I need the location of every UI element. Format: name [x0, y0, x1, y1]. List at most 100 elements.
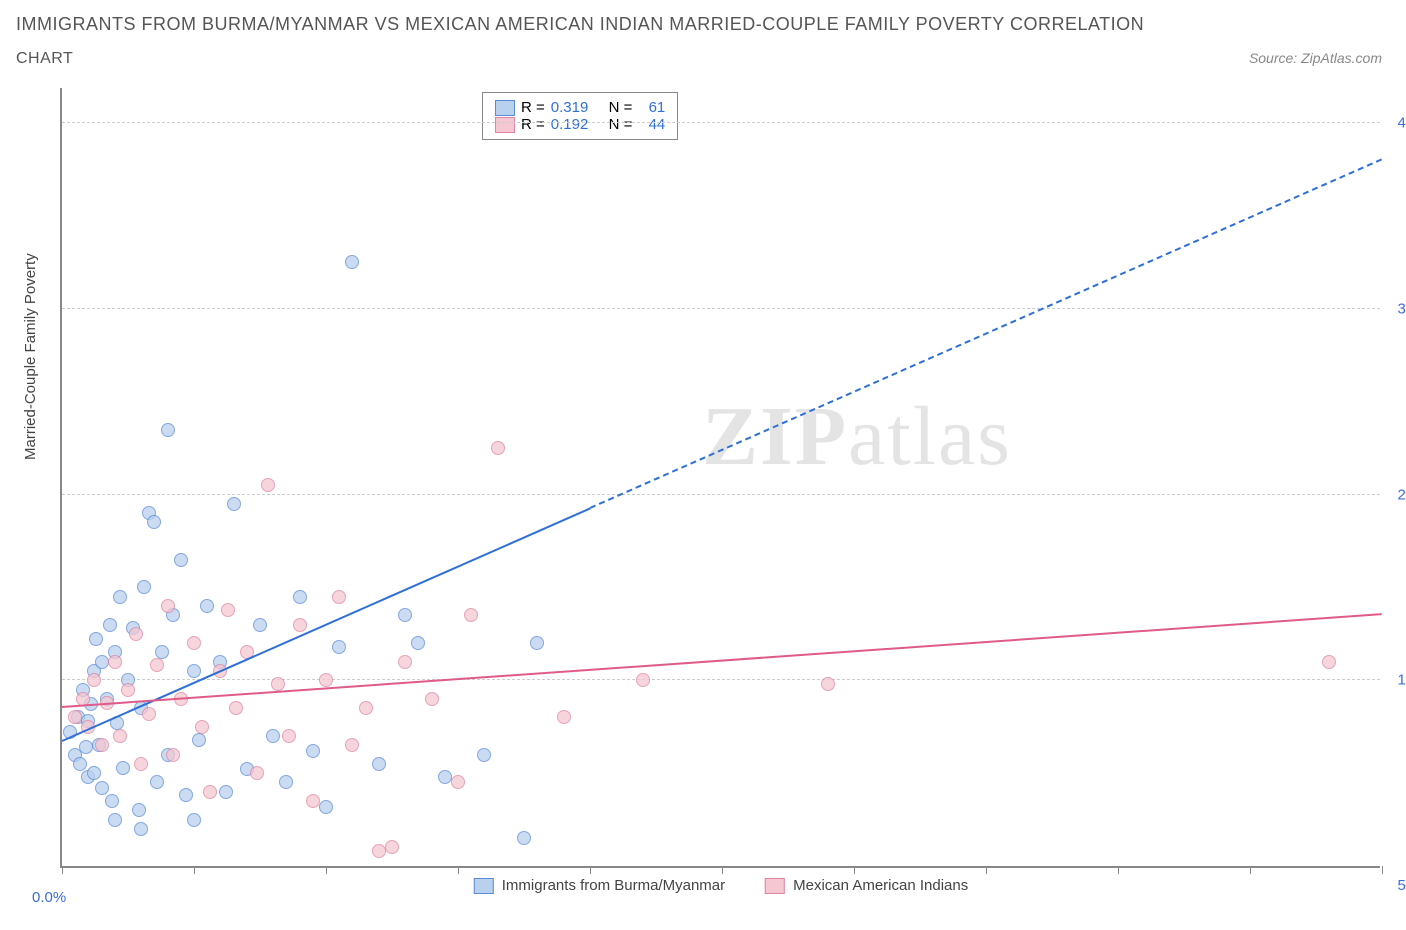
- data-point: [174, 553, 188, 567]
- data-point: [271, 677, 285, 691]
- data-point: [266, 729, 280, 743]
- data-point: [227, 497, 241, 511]
- data-point: [192, 733, 206, 747]
- x-tick: [62, 866, 63, 874]
- x-tick: [1250, 866, 1251, 874]
- data-point: [150, 775, 164, 789]
- data-point: [142, 707, 156, 721]
- data-point: [345, 738, 359, 752]
- data-point: [279, 775, 293, 789]
- data-point: [150, 658, 164, 672]
- data-point: [105, 794, 119, 808]
- x-tick: [326, 866, 327, 874]
- data-point: [517, 831, 531, 845]
- data-point: [95, 655, 109, 669]
- data-point: [134, 822, 148, 836]
- stats-row: R = 0.192 N = 44: [495, 116, 665, 133]
- data-point: [261, 478, 275, 492]
- data-point: [372, 844, 386, 858]
- watermark-light: atlas: [848, 390, 1012, 483]
- data-point: [87, 673, 101, 687]
- data-point: [129, 627, 143, 641]
- data-point: [87, 766, 101, 780]
- data-point: [108, 813, 122, 827]
- x-tick-label: 0.0%: [32, 889, 66, 906]
- data-point: [137, 580, 151, 594]
- data-point: [438, 770, 452, 784]
- data-point: [89, 632, 103, 646]
- r-label: R =: [521, 99, 545, 116]
- data-point: [147, 515, 161, 529]
- data-point: [113, 729, 127, 743]
- bottom-legend: Immigrants from Burma/Myanmar Mexican Am…: [474, 877, 968, 894]
- data-point: [306, 794, 320, 808]
- data-point: [253, 618, 267, 632]
- data-point: [121, 683, 135, 697]
- data-point: [464, 608, 478, 622]
- y-tick-label: 20.0%: [1385, 486, 1406, 503]
- data-point: [372, 757, 386, 771]
- data-point: [451, 775, 465, 789]
- data-point: [68, 710, 82, 724]
- data-point: [491, 441, 505, 455]
- data-point: [332, 590, 346, 604]
- y-tick-label: 30.0%: [1385, 300, 1406, 317]
- data-point: [398, 655, 412, 669]
- data-point: [195, 720, 209, 734]
- legend-label: Mexican American Indians: [793, 877, 968, 894]
- data-point: [203, 785, 217, 799]
- data-point: [557, 710, 571, 724]
- data-point: [293, 590, 307, 604]
- data-point: [398, 608, 412, 622]
- data-point: [359, 701, 373, 715]
- gridline: [62, 494, 1380, 495]
- trend-line: [62, 507, 591, 741]
- data-point: [155, 645, 169, 659]
- x-tick: [986, 866, 987, 874]
- x-tick: [194, 866, 195, 874]
- y-tick-label: 10.0%: [1385, 672, 1406, 689]
- data-point: [385, 840, 399, 854]
- r-value-1: 0.192: [551, 116, 589, 133]
- data-point: [187, 636, 201, 650]
- data-point: [293, 618, 307, 632]
- stats-row: R = 0.319 N = 61: [495, 99, 665, 116]
- x-tick: [1382, 866, 1383, 874]
- x-tick: [854, 866, 855, 874]
- data-point: [200, 599, 214, 613]
- swatch-series-0: [474, 878, 494, 894]
- data-point: [1322, 655, 1336, 669]
- data-point: [250, 766, 264, 780]
- data-point: [477, 748, 491, 762]
- trend-line: [590, 158, 1383, 509]
- data-point: [821, 677, 835, 691]
- x-tick: [458, 866, 459, 874]
- x-tick: [722, 866, 723, 874]
- data-point: [187, 813, 201, 827]
- legend-label: Immigrants from Burma/Myanmar: [502, 877, 725, 894]
- swatch-series-1: [765, 878, 785, 894]
- y-tick-label: 40.0%: [1385, 115, 1406, 132]
- data-point: [73, 757, 87, 771]
- data-point: [319, 800, 333, 814]
- data-point: [229, 701, 243, 715]
- gridline: [62, 122, 1380, 123]
- n-label: N =: [609, 116, 633, 133]
- data-point: [116, 761, 130, 775]
- data-point: [221, 603, 235, 617]
- data-point: [161, 423, 175, 437]
- data-point: [132, 803, 146, 817]
- n-value-1: 44: [649, 116, 666, 133]
- legend-item: Mexican American Indians: [765, 877, 968, 894]
- data-point: [636, 673, 650, 687]
- data-point: [187, 664, 201, 678]
- x-tick-label: 50.0%: [1397, 877, 1406, 894]
- swatch-series-1: [495, 117, 515, 133]
- x-tick: [590, 866, 591, 874]
- data-point: [345, 255, 359, 269]
- r-value-0: 0.319: [551, 99, 589, 116]
- r-label: R =: [521, 116, 545, 133]
- source-attribution: Source: ZipAtlas.com: [1249, 50, 1382, 66]
- data-point: [113, 590, 127, 604]
- data-point: [282, 729, 296, 743]
